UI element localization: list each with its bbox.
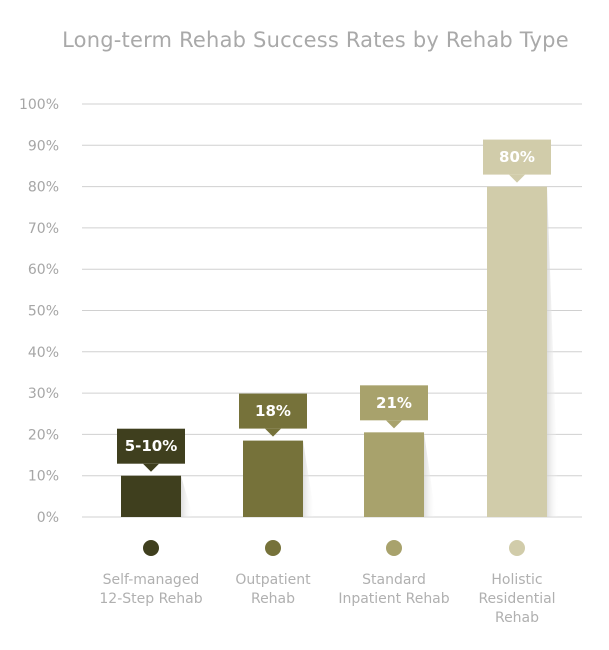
category-label: Standard [362, 572, 426, 588]
y-tick-label: 20% [28, 427, 59, 443]
bar-shadow [181, 475, 193, 517]
chart-title: Long-term Rehab Success Rates by Rehab T… [62, 28, 569, 52]
category-label: Residential [478, 591, 555, 607]
bar-shadow [424, 432, 436, 517]
data-label-pointer [386, 420, 402, 429]
category-label: 12-Step Rehab [99, 591, 202, 607]
y-tick-label: 50% [28, 304, 59, 320]
y-tick-label: 100% [19, 97, 59, 113]
bar [487, 186, 547, 517]
y-axis: 0% 10% 20% 30% 40% 50% 60% 70% 80% 90% 100% [19, 97, 59, 526]
bars: 5-10% 18% 21% 80% [117, 139, 559, 517]
data-label: 80% [499, 148, 535, 166]
data-label-callout [360, 385, 428, 421]
data-label-callout [117, 428, 185, 464]
data-label-pointer [143, 463, 159, 472]
category-marker [143, 540, 159, 556]
data-label: 21% [376, 394, 412, 412]
data-label-pointer [509, 174, 525, 183]
category-label: Outpatient [235, 572, 311, 588]
bar [243, 440, 303, 517]
data-label-callout [239, 393, 307, 429]
y-tick-label: 80% [28, 180, 59, 196]
y-tick-label: 90% [28, 138, 59, 154]
data-label-pointer [265, 428, 281, 437]
category-label: Inpatient Rehab [338, 591, 449, 607]
category-label: Rehab [251, 591, 295, 607]
y-tick-label: 60% [28, 262, 59, 278]
category-label: Self-managed [103, 572, 200, 588]
bar-shadow [303, 440, 315, 517]
y-tick-label: 0% [37, 510, 59, 526]
y-tick-label: 40% [28, 345, 59, 361]
data-label-callout [483, 139, 551, 175]
bar [364, 432, 424, 517]
y-tick-label: 70% [28, 221, 59, 237]
category-marker [509, 540, 525, 556]
category-marker [265, 540, 281, 556]
category-marker [386, 540, 402, 556]
y-tick-label: 30% [28, 386, 59, 402]
bar [121, 475, 181, 517]
category-label: Rehab [495, 610, 539, 626]
data-label: 18% [255, 402, 291, 420]
x-axis: Self-managed 12-Step Rehab Outpatient Rehab… [99, 540, 556, 626]
category-label: Holistic [491, 572, 542, 588]
y-tick-label: 10% [28, 469, 59, 485]
bar-shadow [547, 186, 559, 517]
data-label: 5-10% [125, 437, 178, 455]
